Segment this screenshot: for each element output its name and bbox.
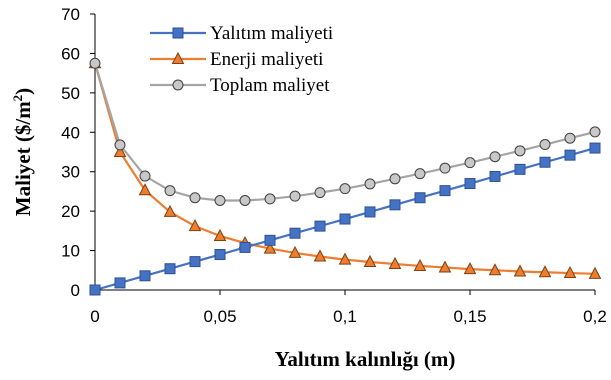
data-point [113, 144, 127, 157]
series-layer [88, 56, 602, 296]
y-tick-label: 30 [61, 163, 80, 182]
data-point [413, 258, 427, 271]
data-point [464, 157, 476, 169]
data-point [414, 192, 426, 204]
data-point [264, 193, 276, 205]
data-point [539, 139, 551, 151]
data-point [239, 241, 251, 253]
legend-label: Yalıtım maliyeti [210, 23, 333, 44]
data-point [589, 126, 601, 138]
data-point [364, 178, 376, 190]
data-point [188, 219, 202, 232]
data-point [164, 263, 176, 275]
y-tick-label: 0 [71, 281, 80, 300]
data-point [464, 178, 476, 190]
data-point [589, 142, 601, 154]
data-point [314, 220, 326, 232]
y-axis-title-end: ) [11, 88, 35, 95]
axes: 0 10 20 30 40 50 60 70 0 0,05 0,1 0,15 0,2 [61, 5, 607, 326]
data-point [338, 252, 352, 265]
data-point [389, 199, 401, 211]
legend-label: Toplam maliyet [210, 75, 330, 96]
legend-marker [172, 27, 184, 39]
data-point [389, 173, 401, 185]
y-tick-label: 40 [61, 123, 80, 142]
y-axis-title-superscript: 2 [10, 95, 25, 102]
data-point [89, 57, 101, 69]
data-point [563, 265, 577, 279]
data-point [214, 249, 226, 261]
x-tick-label: 0,2 [583, 307, 607, 326]
legend-label: Enerji maliyeti [210, 49, 323, 70]
legend: Yalıtım maliyeti Enerji maliyeti Toplam ma… [150, 23, 333, 96]
series-line [93, 62, 596, 202]
series-0 [89, 142, 601, 296]
data-point [114, 139, 126, 151]
legend-item: Yalıtım maliyeti [150, 23, 333, 44]
data-point [514, 145, 526, 157]
data-point [139, 170, 151, 182]
data-point [438, 260, 452, 273]
data-point [313, 249, 327, 262]
data-point [239, 194, 251, 206]
data-point [414, 168, 426, 180]
y-tick-label: 10 [61, 242, 80, 261]
data-point [214, 194, 226, 206]
data-point [463, 262, 477, 275]
y-axis-title: Maliyet ($/m2) [10, 88, 35, 216]
data-point [539, 156, 551, 168]
data-point [263, 241, 277, 254]
data-point [339, 213, 351, 225]
data-point [314, 187, 326, 199]
legend-item: Enerji maliyeti [150, 49, 323, 70]
data-point [163, 204, 177, 217]
data-point [489, 170, 501, 182]
data-point [513, 264, 527, 277]
data-point [114, 277, 126, 289]
data-point [439, 162, 451, 174]
legend-marker [171, 51, 185, 64]
data-point [213, 228, 227, 241]
y-tick-label: 50 [61, 84, 80, 103]
y-tick-label: 20 [61, 202, 80, 221]
data-point [264, 234, 276, 246]
x-tick-label: 0 [90, 307, 99, 326]
legend-marker [172, 79, 184, 91]
data-point [439, 185, 451, 197]
data-point [288, 245, 302, 258]
data-point [189, 256, 201, 268]
data-point [488, 263, 502, 276]
data-point [588, 266, 602, 279]
y-tick-label: 70 [61, 5, 80, 24]
data-point [89, 284, 101, 296]
y-tick-label: 60 [61, 44, 80, 63]
data-point [138, 183, 152, 196]
data-point [564, 132, 576, 144]
data-point [164, 185, 176, 197]
data-point [363, 254, 377, 268]
data-point [289, 190, 301, 202]
data-point [388, 256, 402, 269]
x-tick-label: 0,1 [333, 307, 357, 326]
x-tick-label: 0,15 [453, 307, 486, 326]
x-tick-label: 0,05 [203, 307, 236, 326]
data-point [564, 149, 576, 161]
data-point [489, 151, 501, 163]
y-axis-title-main: Maliyet ($/m [11, 101, 35, 216]
legend-item: Toplam maliyet [150, 75, 330, 96]
data-point [538, 265, 552, 278]
data-point [139, 270, 151, 282]
x-axis-title: Yalıtım kalınlığı (m) [275, 347, 456, 371]
data-point [364, 206, 376, 218]
series-2 [89, 57, 601, 206]
data-point [189, 192, 201, 204]
data-point [289, 227, 301, 239]
data-point [514, 163, 526, 175]
data-point [339, 183, 351, 195]
series-1 [88, 56, 602, 279]
